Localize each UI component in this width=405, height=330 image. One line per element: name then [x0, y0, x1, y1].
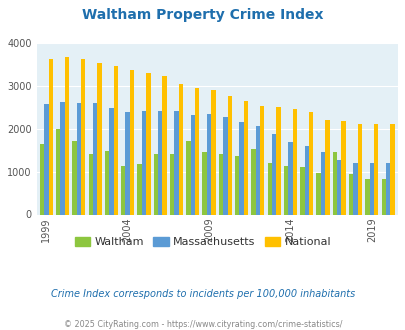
Bar — [158, 111, 162, 214]
Bar — [288, 142, 292, 214]
Bar — [369, 163, 373, 215]
Bar — [109, 108, 113, 214]
Bar — [348, 174, 352, 214]
Bar — [130, 70, 134, 214]
Bar — [381, 179, 385, 214]
Bar — [170, 154, 174, 214]
Bar — [72, 141, 77, 214]
Bar — [364, 179, 369, 214]
Bar — [97, 63, 102, 214]
Bar — [352, 163, 357, 214]
Bar — [223, 117, 227, 214]
Bar — [81, 59, 85, 214]
Bar — [251, 149, 255, 214]
Bar — [137, 164, 141, 214]
Bar — [60, 102, 65, 214]
Bar — [93, 103, 97, 214]
Bar — [141, 111, 146, 214]
Bar — [267, 163, 271, 214]
Bar — [218, 153, 223, 214]
Bar — [202, 152, 207, 214]
Bar — [153, 154, 158, 214]
Bar — [276, 107, 280, 214]
Text: Waltham Property Crime Index: Waltham Property Crime Index — [82, 8, 323, 22]
Text: © 2025 CityRating.com - https://www.cityrating.com/crime-statistics/: © 2025 CityRating.com - https://www.city… — [64, 320, 341, 329]
Bar — [299, 167, 304, 214]
Bar — [113, 67, 118, 214]
Bar — [332, 152, 336, 214]
Bar — [271, 134, 276, 214]
Bar — [162, 76, 166, 215]
Bar — [174, 111, 178, 214]
Bar — [341, 121, 345, 214]
Bar — [336, 160, 341, 214]
Bar — [121, 166, 125, 214]
Bar — [227, 96, 231, 214]
Bar — [44, 104, 48, 214]
Bar — [48, 59, 53, 214]
Bar — [88, 154, 93, 214]
Bar — [308, 113, 313, 214]
Legend: Waltham, Massachusetts, National: Waltham, Massachusetts, National — [70, 233, 335, 252]
Bar — [243, 101, 247, 214]
Bar — [178, 83, 183, 214]
Bar — [315, 173, 320, 214]
Bar — [65, 57, 69, 214]
Bar — [260, 106, 264, 214]
Bar — [40, 144, 44, 214]
Bar — [239, 122, 243, 214]
Bar — [304, 146, 308, 214]
Bar — [190, 115, 194, 214]
Bar — [357, 124, 361, 214]
Bar — [77, 103, 81, 214]
Bar — [125, 113, 130, 214]
Bar — [56, 129, 60, 214]
Bar — [211, 90, 215, 214]
Bar — [389, 124, 394, 214]
Bar — [194, 87, 199, 214]
Text: Crime Index corresponds to incidents per 100,000 inhabitants: Crime Index corresponds to incidents per… — [51, 289, 354, 299]
Bar — [146, 73, 150, 214]
Bar — [207, 114, 211, 214]
Bar — [385, 163, 389, 215]
Bar — [320, 152, 324, 214]
Bar — [292, 109, 296, 214]
Bar — [373, 124, 377, 214]
Bar — [104, 151, 109, 214]
Bar — [255, 126, 260, 214]
Bar — [234, 156, 239, 214]
Bar — [283, 166, 288, 214]
Bar — [324, 120, 329, 214]
Bar — [186, 141, 190, 214]
